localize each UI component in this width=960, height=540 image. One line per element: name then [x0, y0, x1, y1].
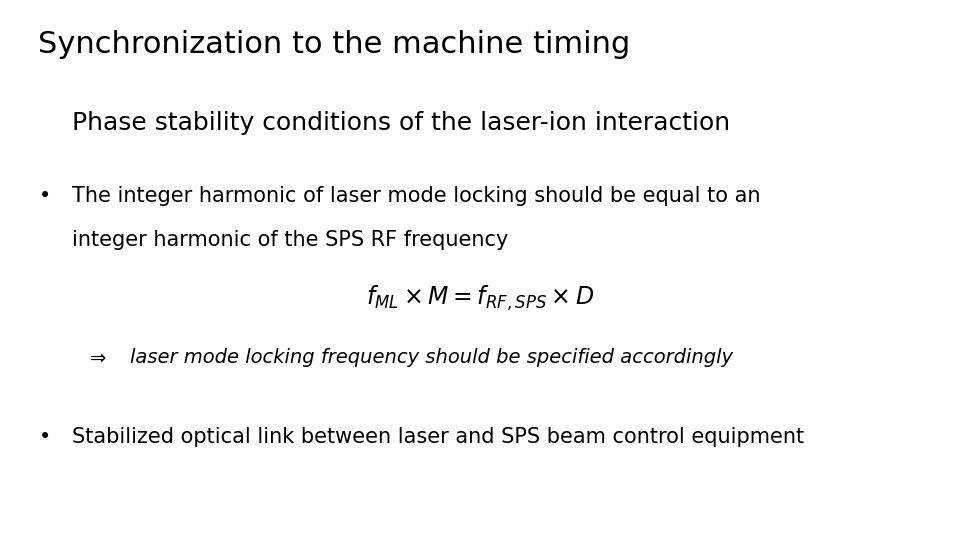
Text: Phase stability conditions of the laser-ion interaction: Phase stability conditions of the laser-… [72, 111, 731, 134]
Text: Synchronization to the machine timing: Synchronization to the machine timing [38, 30, 631, 59]
Text: The integer harmonic of laser mode locking should be equal to an: The integer harmonic of laser mode locki… [72, 186, 760, 206]
Text: $\Rightarrow$: $\Rightarrow$ [86, 348, 108, 367]
Text: •: • [38, 427, 51, 447]
Text: •: • [38, 186, 51, 206]
Text: laser mode locking frequency should be specified accordingly: laser mode locking frequency should be s… [130, 348, 732, 367]
Text: $f_{ML} \times M = f_{RF,SPS} \times D$: $f_{ML} \times M = f_{RF,SPS} \times D$ [366, 284, 594, 313]
Text: Stabilized optical link between laser and SPS beam control equipment: Stabilized optical link between laser an… [72, 427, 804, 447]
Text: integer harmonic of the SPS RF frequency: integer harmonic of the SPS RF frequency [72, 230, 509, 249]
